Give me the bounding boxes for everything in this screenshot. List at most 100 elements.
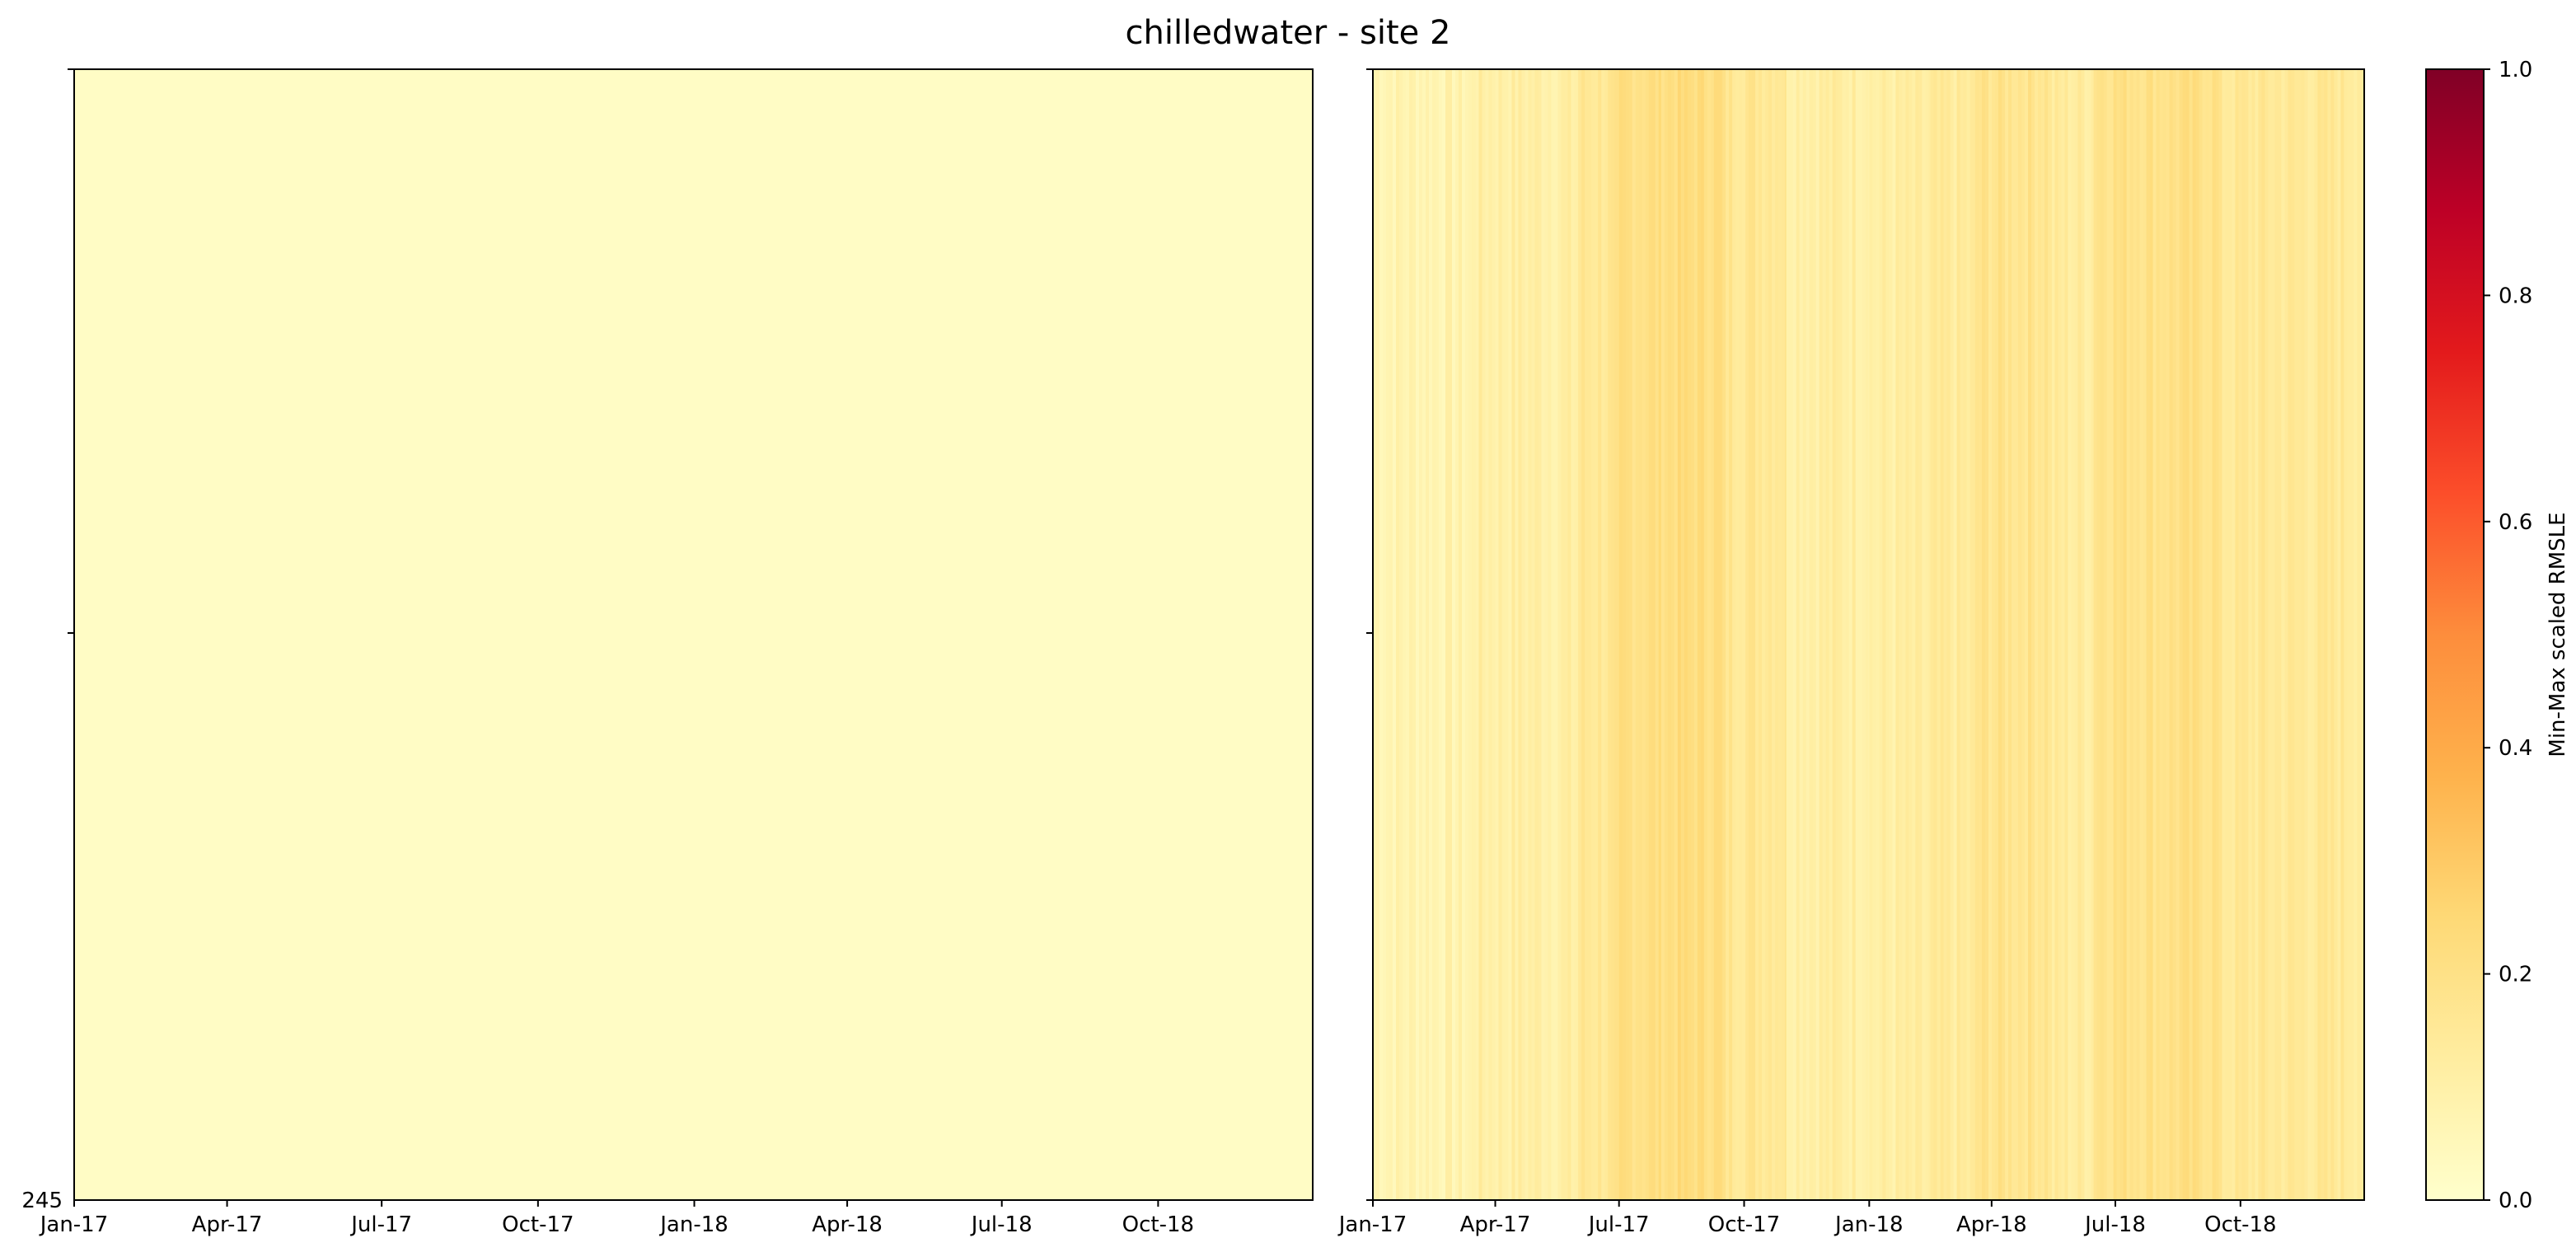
heatmap-column [1674,69,1679,1200]
heatmap-column [1439,69,1443,1200]
heatmap-column [2337,69,2342,1200]
heatmap-column [1690,69,1695,1200]
heatmap-column [1445,69,1450,1200]
heatmap-column [2143,69,2147,1200]
heatmap-column [1713,69,1718,1200]
heatmap-column [2119,69,2124,1200]
heatmap-column [1618,69,1620,1200]
heatmap-column [1979,69,1983,1200]
heatmap-column [1969,69,1974,1200]
heatmap-column [1684,69,1688,1200]
heatmap-column [1578,69,1582,1200]
heatmap-column [2199,69,2204,1200]
heatmap-column [1544,69,1549,1200]
heatmap-column [2005,69,2009,1200]
heatmap-column [2297,69,2302,1200]
heatmap-column [2172,69,2177,1200]
heatmap-segment-4 [1660,69,1723,1200]
heatmap-column [1700,69,1705,1200]
heatmap-column [1462,69,1466,1200]
heatmap-column [1642,69,1646,1200]
heatmap-column [1953,69,1958,1200]
heatmap-segment-7 [1869,69,1932,1200]
heatmap-column [2035,69,2039,1200]
heatmap-column [2255,69,2260,1200]
heatmap-column [1534,69,1539,1200]
x-tick-label: Jan-18 [658,1212,728,1237]
heatmap-column [2041,69,2045,1200]
x-tick-label: Apr-18 [1956,1212,2027,1237]
heatmap-column [2182,69,2187,1200]
heatmap-column [1809,69,1814,1200]
heatmap-column [1399,69,1403,1200]
heatmap-column [2222,69,2227,1200]
heatmap-column [1902,69,1906,1200]
heatmap-column [1403,69,1407,1200]
heatmap-column [1862,69,1866,1200]
heatmap-column [1855,69,1860,1200]
heatmap-column [1567,69,1572,1200]
heatmap-column [2311,69,2316,1200]
heatmap-column [2051,69,2056,1200]
heatmap-column [1628,69,1633,1200]
heatmap-column [2146,69,2151,1200]
heatmap-column [2218,69,2223,1200]
heatmap-column [1956,69,1961,1200]
heatmap-column [1557,69,1562,1200]
heatmap-column [1925,69,1929,1200]
colorbar-label: Min-Max scaled RMSLE [2546,512,2570,757]
heatmap-column [2212,69,2217,1200]
heatmap-column [1915,69,1919,1200]
heatmap-column [2058,69,2063,1200]
heatmap-column [2162,69,2167,1200]
heatmap-column [1521,69,1526,1200]
heatmap-column [1482,69,1487,1200]
heatmap-column [1973,69,1976,1200]
heatmap-column [2133,69,2138,1200]
heatmap-column [2261,69,2266,1200]
heatmap-column [1838,69,1843,1200]
heatmap-column [1518,69,1523,1200]
heatmap-column [2096,69,2101,1200]
heatmap-column [2228,69,2233,1200]
heatmap-column [2159,69,2164,1200]
heatmap-column [2281,69,2286,1200]
heatmap-column [1717,69,1721,1200]
heatmap-column [2185,69,2190,1200]
heatmap-column [1789,69,1794,1200]
heatmap-column [1982,69,1986,1200]
heatmap-column [1786,69,1791,1200]
heatmap-column [2291,69,2296,1200]
heatmap-column [2139,69,2144,1200]
heatmap-column [1998,69,2002,1200]
heatmap-column [2018,69,2022,1200]
heatmap-column [1561,69,1566,1200]
heatmap-column [2314,69,2319,1200]
x-tick-label: Oct-18 [1122,1212,1194,1237]
heatmap-column [2238,69,2243,1200]
heatmap-segment-1 [1472,69,1579,1200]
heatmap-column [2054,69,2059,1200]
x-tick-label: Oct-17 [1708,1212,1780,1237]
heatmap-column [2248,69,2253,1200]
heatmap-column [2113,69,2118,1200]
heatmap-column [1842,69,1847,1200]
heatmap-column [2116,69,2121,1200]
heatmap-column [1988,69,1993,1200]
heatmap-column [1885,69,1890,1200]
heatmap-column [1495,69,1500,1200]
heatmap-column [1622,69,1627,1200]
heatmap-column [2136,69,2141,1200]
heatmap-column [1422,69,1426,1200]
heatmap-column [1778,69,1782,1200]
heatmap-column [1707,69,1712,1200]
heatmap-column [1419,69,1423,1200]
heatmap-column [1588,69,1592,1200]
heatmap-column [2091,69,2095,1200]
heatmap-column [1465,69,1469,1200]
heatmap-column [2265,69,2269,1200]
heatmap-column [2307,69,2312,1200]
heatmap-column [1905,69,1909,1200]
colorbar-gradient [2425,68,2485,1201]
